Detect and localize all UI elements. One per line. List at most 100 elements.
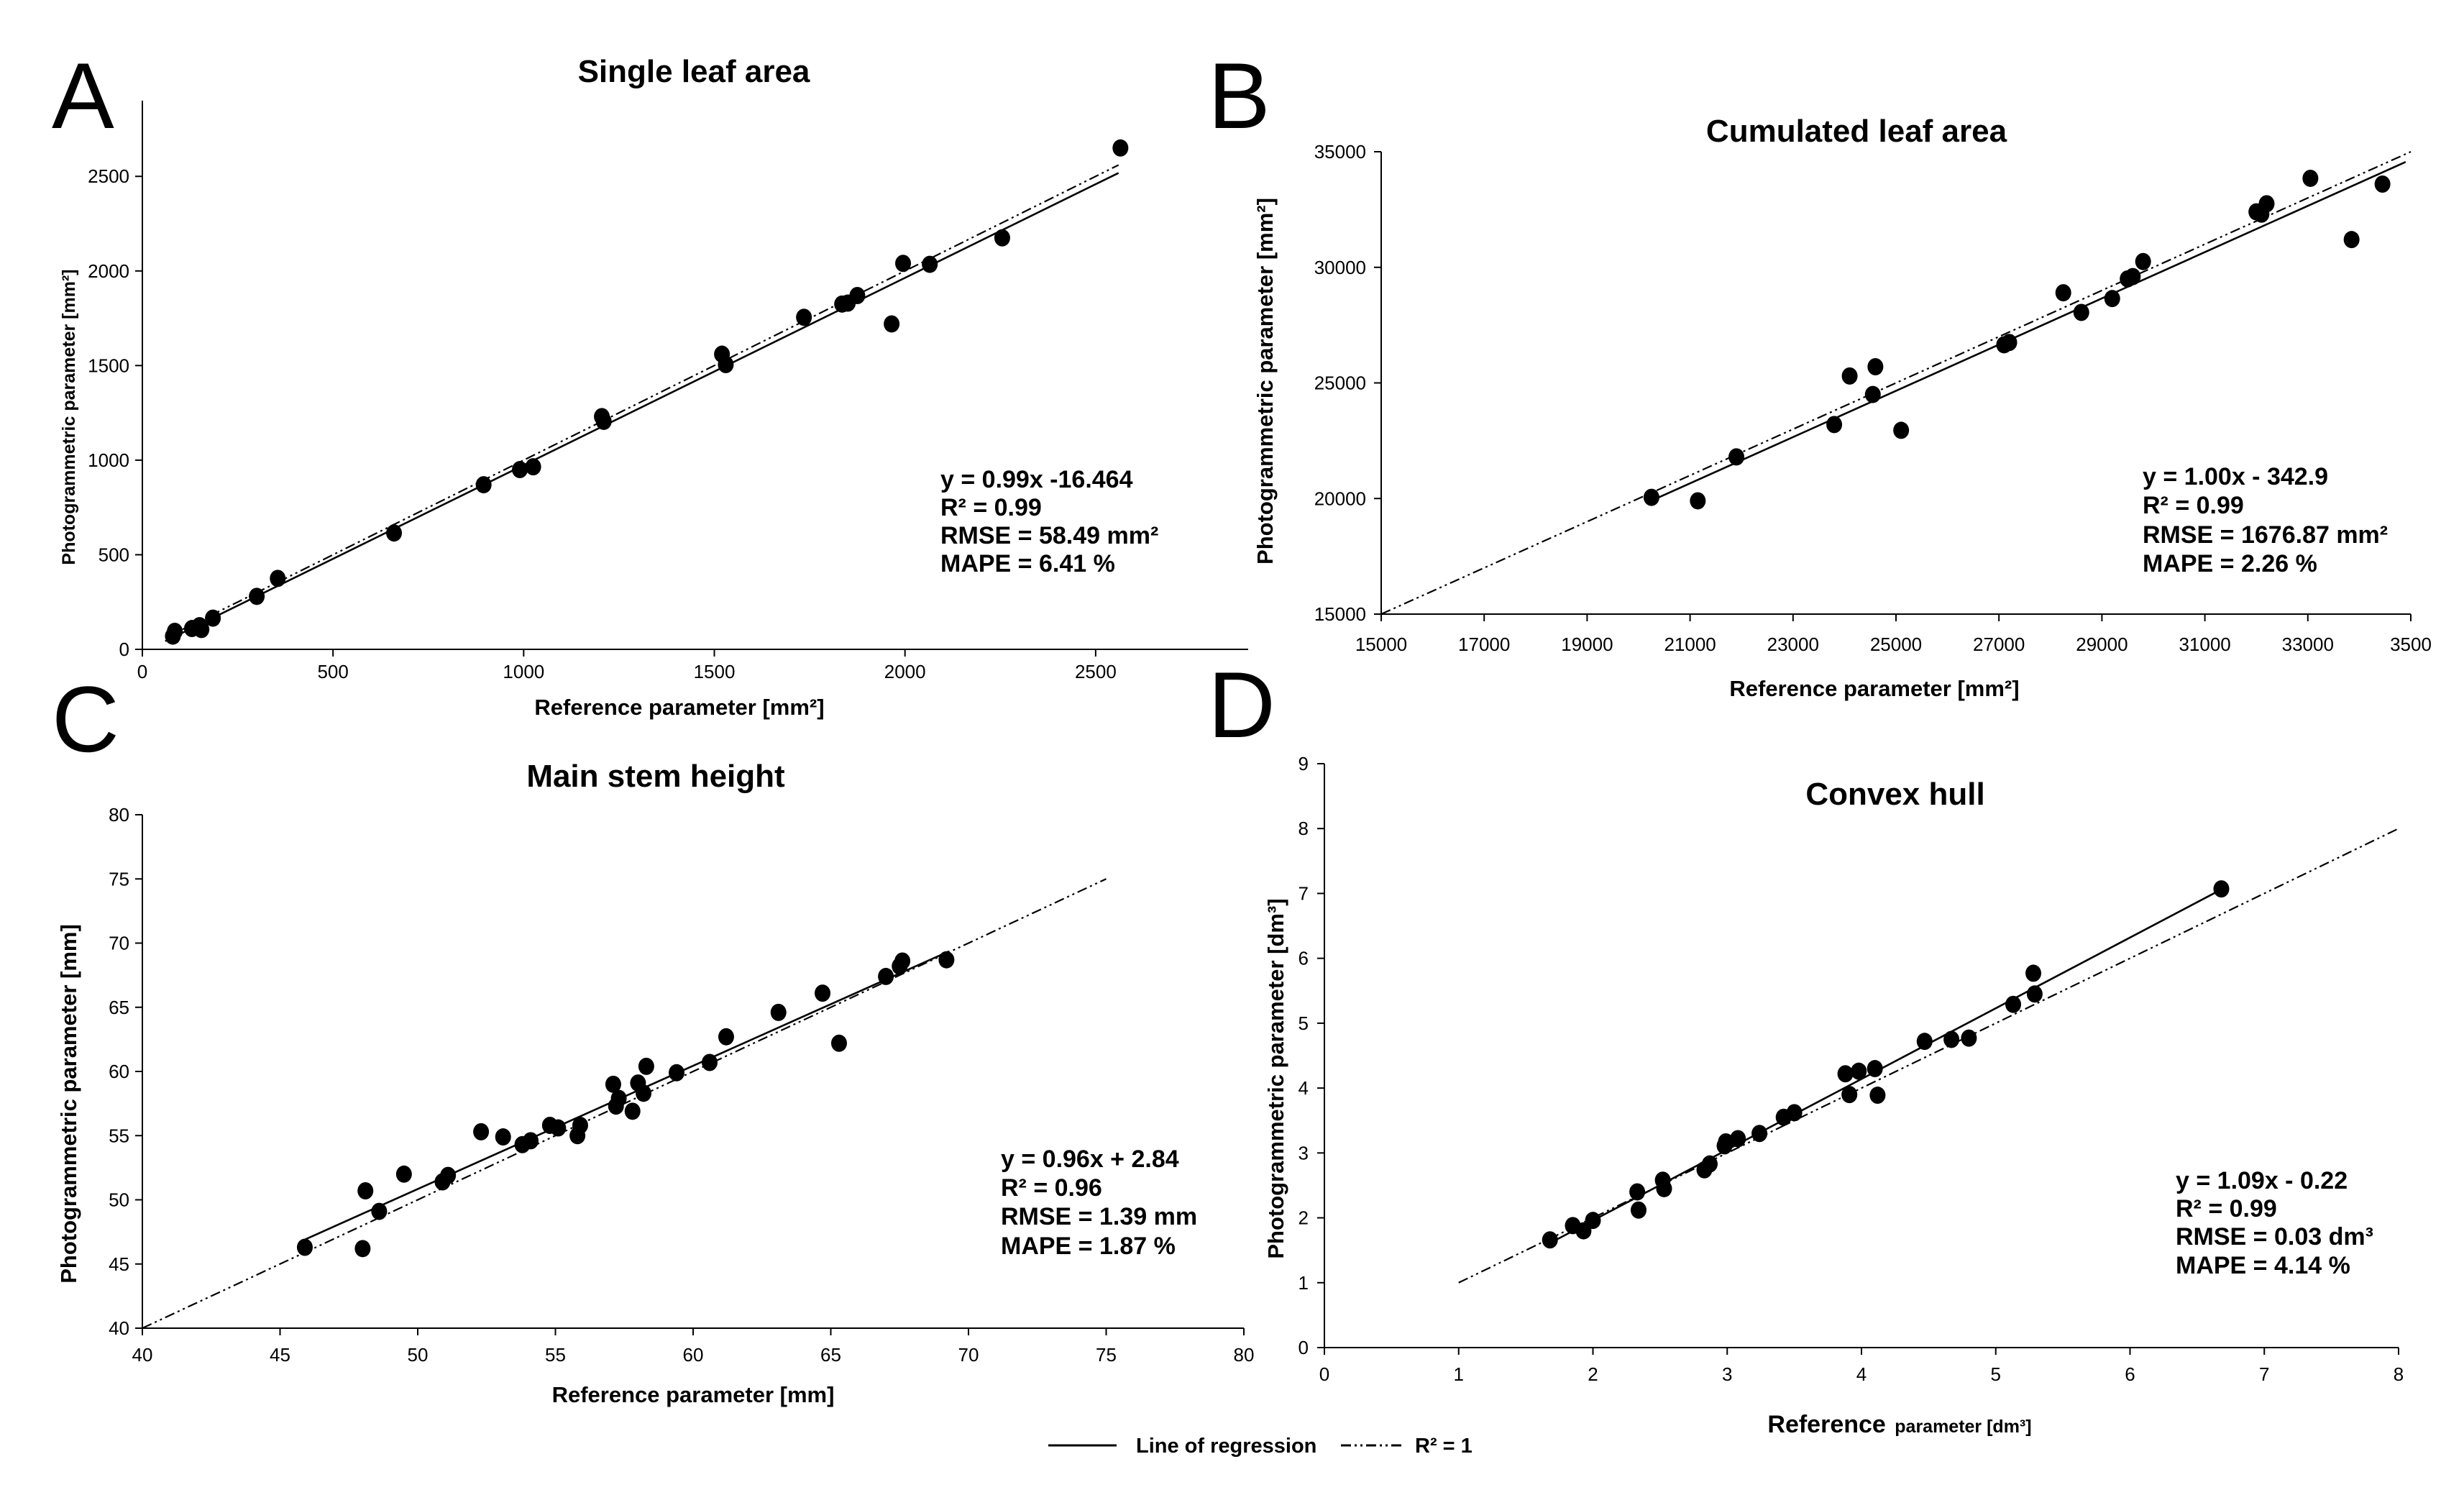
- y-tick-label: 55: [109, 1125, 129, 1146]
- x-tick-label: 2500: [1075, 661, 1117, 682]
- panel-b: B Cumulated leaf area 15000 17000 19000 210…: [1208, 43, 2432, 701]
- data-point-c: [938, 951, 955, 969]
- x-tick-label: 27000: [1973, 634, 2025, 655]
- data-point-d: [1542, 1231, 1558, 1249]
- x-tick-label: 0: [137, 661, 147, 682]
- y-tick-label: 70: [109, 933, 129, 954]
- data-point-d: [1629, 1183, 1646, 1201]
- y-axis-label-a: Photogrammetric parameter [mm²]: [59, 269, 79, 564]
- data-point-b: [2001, 334, 2018, 352]
- data-point-a: [849, 286, 866, 304]
- panel-letter-c: C: [52, 667, 119, 772]
- x-tick-label: 500: [317, 661, 348, 682]
- data-point-c: [550, 1119, 567, 1137]
- data-point-a: [193, 621, 210, 639]
- x-axis-label-b: Reference parameter [mm²]: [1729, 676, 2019, 701]
- plot-area-b: 15000 17000 19000 21000 23000 25000 27000 29000…: [1314, 141, 2432, 655]
- data-point-c: [473, 1123, 490, 1140]
- plot-area-c: 40 45 50 55 60 65 70 75 80 40 45 50 55 60 65 70 75 80: [109, 804, 1254, 1366]
- data-point-b: [2055, 284, 2071, 302]
- data-point-d: [1786, 1104, 1803, 1122]
- stats-rmse-d: RMSE = 0.03 dm³: [2176, 1223, 2373, 1251]
- data-point-d: [2026, 985, 2043, 1003]
- data-point-c: [610, 1089, 627, 1107]
- x-tick-label: 45: [270, 1344, 290, 1366]
- data-point-d: [1701, 1155, 1718, 1173]
- data-point-d: [1869, 1087, 1886, 1105]
- y-tick-label: 9: [1299, 753, 1309, 774]
- stats-equation-a: y = 0.99x -16.464: [940, 466, 1133, 493]
- x-tick-label: 2: [1588, 1363, 1598, 1385]
- y-tick-label: 500: [99, 544, 129, 565]
- data-point-c: [605, 1075, 621, 1093]
- x-tick-label: 0: [1319, 1363, 1329, 1385]
- data-point-a: [922, 255, 938, 273]
- x-tick-label: 17000: [1458, 634, 1510, 655]
- x-tick-label: 23000: [1767, 634, 1819, 655]
- stats-r2-a: R² = 0.99: [940, 494, 1042, 521]
- data-point-b: [1690, 492, 1706, 510]
- y-tick-label: 1000: [88, 449, 129, 471]
- data-point-d: [1730, 1130, 1746, 1148]
- data-point-c: [357, 1182, 374, 1200]
- data-point-d: [1585, 1212, 1601, 1230]
- y-tick-label: 25000: [1314, 372, 1366, 394]
- x-tick-label: 29000: [2076, 634, 2128, 655]
- y-tick-label: 1500: [88, 355, 129, 376]
- data-point-a: [205, 609, 221, 627]
- identity-line-d: [1458, 828, 2399, 1284]
- y-tick-label: 35000: [1314, 141, 1366, 163]
- regression-line-a: [165, 172, 1119, 642]
- data-point-a: [718, 356, 734, 374]
- data-point-a: [386, 524, 403, 542]
- data-point-b: [2343, 231, 2360, 249]
- y-tick-label: 40: [109, 1317, 129, 1339]
- data-point-c: [636, 1084, 652, 1102]
- stats-rmse-c: RMSE = 1.39 mm: [1001, 1203, 1197, 1230]
- data-point-d: [1841, 1086, 1858, 1104]
- plot-area-a: 0 500 1000 1500 2000 2500 0 500 1000 1500 2000 2500: [88, 101, 1248, 682]
- data-point-d: [1916, 1033, 1933, 1051]
- y-tick-label: 50: [109, 1189, 129, 1211]
- data-point-b: [1864, 385, 1881, 403]
- data-point-c: [718, 1028, 734, 1046]
- x-tick-label: 80: [1234, 1344, 1255, 1366]
- data-point-d: [1837, 1065, 1854, 1083]
- x-axis-label-a: Reference parameter [mm²]: [534, 695, 824, 720]
- data-point-d: [1943, 1030, 1960, 1048]
- legend-identity-label: R² = 1: [1415, 1435, 1473, 1458]
- chart-title-b: Cumulated leaf area: [1706, 114, 2007, 149]
- x-axis-label-d-small: parameter [dm³]: [1895, 1417, 2031, 1437]
- data-point-a: [595, 412, 612, 430]
- x-tick-label: 25000: [1870, 634, 1922, 655]
- data-point-a: [249, 588, 265, 605]
- panel-letter-a: A: [52, 43, 114, 148]
- data-point-d: [1718, 1133, 1734, 1151]
- panel-a: A Single leaf area 0 500 1000 1500 2000 25000…: [52, 43, 1248, 720]
- x-tick-label: 7: [2259, 1363, 2269, 1385]
- x-tick-label: 40: [132, 1344, 153, 1366]
- stats-box-d: y = 1.09x - 0.22 R² = 0.99 RMSE = 0.03 d…: [2176, 1167, 2373, 1279]
- data-point-c: [894, 952, 911, 970]
- x-axis-label-d-main: Reference: [1767, 1411, 1885, 1438]
- data-point-a: [1112, 139, 1129, 157]
- data-point-d: [1630, 1201, 1647, 1219]
- regression-line-d: [1549, 888, 2222, 1244]
- stats-r2-c: R² = 0.96: [1001, 1174, 1102, 1202]
- y-tick-label: 75: [109, 868, 129, 890]
- data-point-d: [1867, 1060, 1883, 1078]
- stats-equation-b: y = 1.00x - 342.9: [2143, 463, 2328, 490]
- x-tick-label: 1500: [694, 661, 736, 682]
- x-tick-label: 31000: [2179, 634, 2230, 655]
- data-point-b: [2073, 303, 2089, 321]
- identity-line-b: [1380, 150, 2412, 616]
- x-tick-label: 55: [545, 1344, 566, 1366]
- stats-mape-c: MAPE = 1.87 %: [1001, 1233, 1176, 1260]
- panel-letter-d: D: [1208, 652, 1275, 757]
- plot-area-d: 0 1 2 3 4 5 6 7 8 0 1 2 3 4 5 6 7 8 9: [1299, 753, 2404, 1385]
- data-point-c: [878, 967, 894, 985]
- x-tick-label: 1: [1454, 1363, 1464, 1385]
- x-tick-label: 8: [2394, 1363, 2404, 1385]
- y-tick-label: 4: [1299, 1077, 1309, 1099]
- stats-rmse-b: RMSE = 1676.87 mm²: [2143, 521, 2388, 549]
